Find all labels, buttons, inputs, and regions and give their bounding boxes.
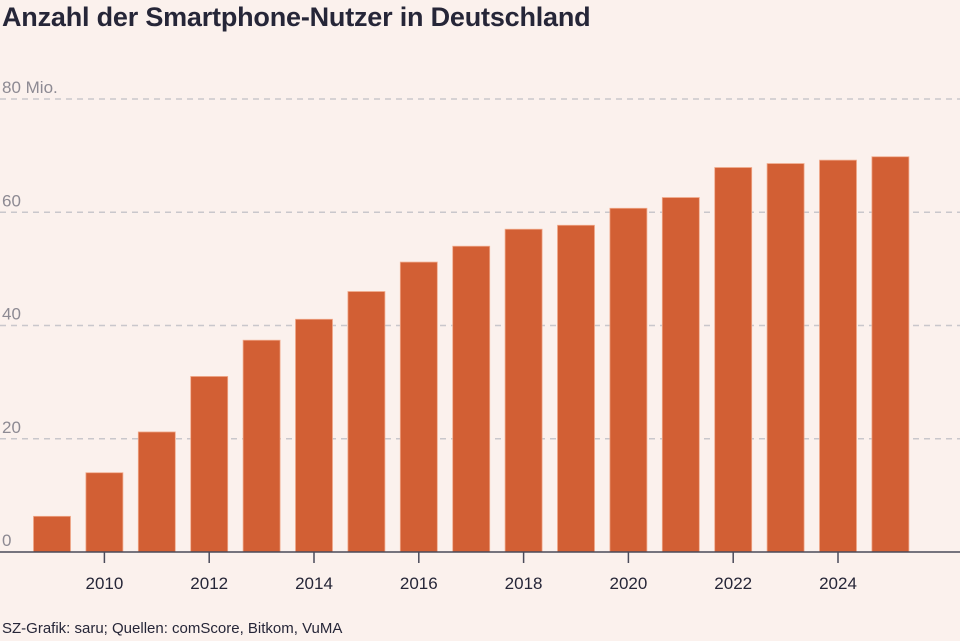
x-tick-label: 2012 (190, 574, 228, 593)
y-tick-label: 40 (2, 305, 21, 324)
bar-2021 (661, 197, 700, 553)
y-tick-label: 20 (2, 418, 21, 437)
x-tick-label: 2016 (400, 574, 438, 593)
bar-2014 (295, 318, 333, 553)
x-tick-label: 2024 (819, 574, 857, 593)
source-credit: SZ-Grafik: saru; Quellen: comScore, Bitk… (2, 620, 343, 637)
x-tick-label: 2018 (505, 574, 543, 593)
bar-2017 (452, 245, 491, 553)
bar-2025 (871, 156, 910, 553)
bar-2016 (399, 261, 438, 553)
x-axis-labels: 2010 2012 2014 2016 2018 2020 2022 2024 (85, 552, 857, 593)
y-tick-label: 0 (2, 531, 11, 550)
bar-2012 (190, 376, 229, 553)
y-tick-label: 60 (2, 191, 21, 210)
bar-2020 (609, 207, 648, 553)
bar-2010 (85, 472, 124, 553)
bar-2023 (766, 163, 805, 553)
bar-2009 (33, 515, 71, 553)
x-tick-label: 2022 (714, 574, 752, 593)
bar-2015 (347, 291, 386, 553)
bar-2013 (242, 339, 281, 553)
x-tick-label: 2020 (609, 574, 647, 593)
bar-2024 (819, 159, 857, 553)
bar-2018 (504, 228, 543, 553)
bar-2019 (557, 224, 595, 553)
x-tick-label: 2010 (85, 574, 123, 593)
bar-2022 (714, 167, 753, 553)
bar-2011 (137, 431, 176, 553)
y-axis-labels: 0 20 40 60 80 Mio. (2, 78, 58, 550)
x-tick-label: 2014 (295, 574, 333, 593)
chart-title: Anzahl der Smartphone-Nutzer in Deutschl… (2, 2, 591, 32)
y-tick-label: 80 Mio. (2, 78, 58, 97)
bars (33, 156, 910, 553)
